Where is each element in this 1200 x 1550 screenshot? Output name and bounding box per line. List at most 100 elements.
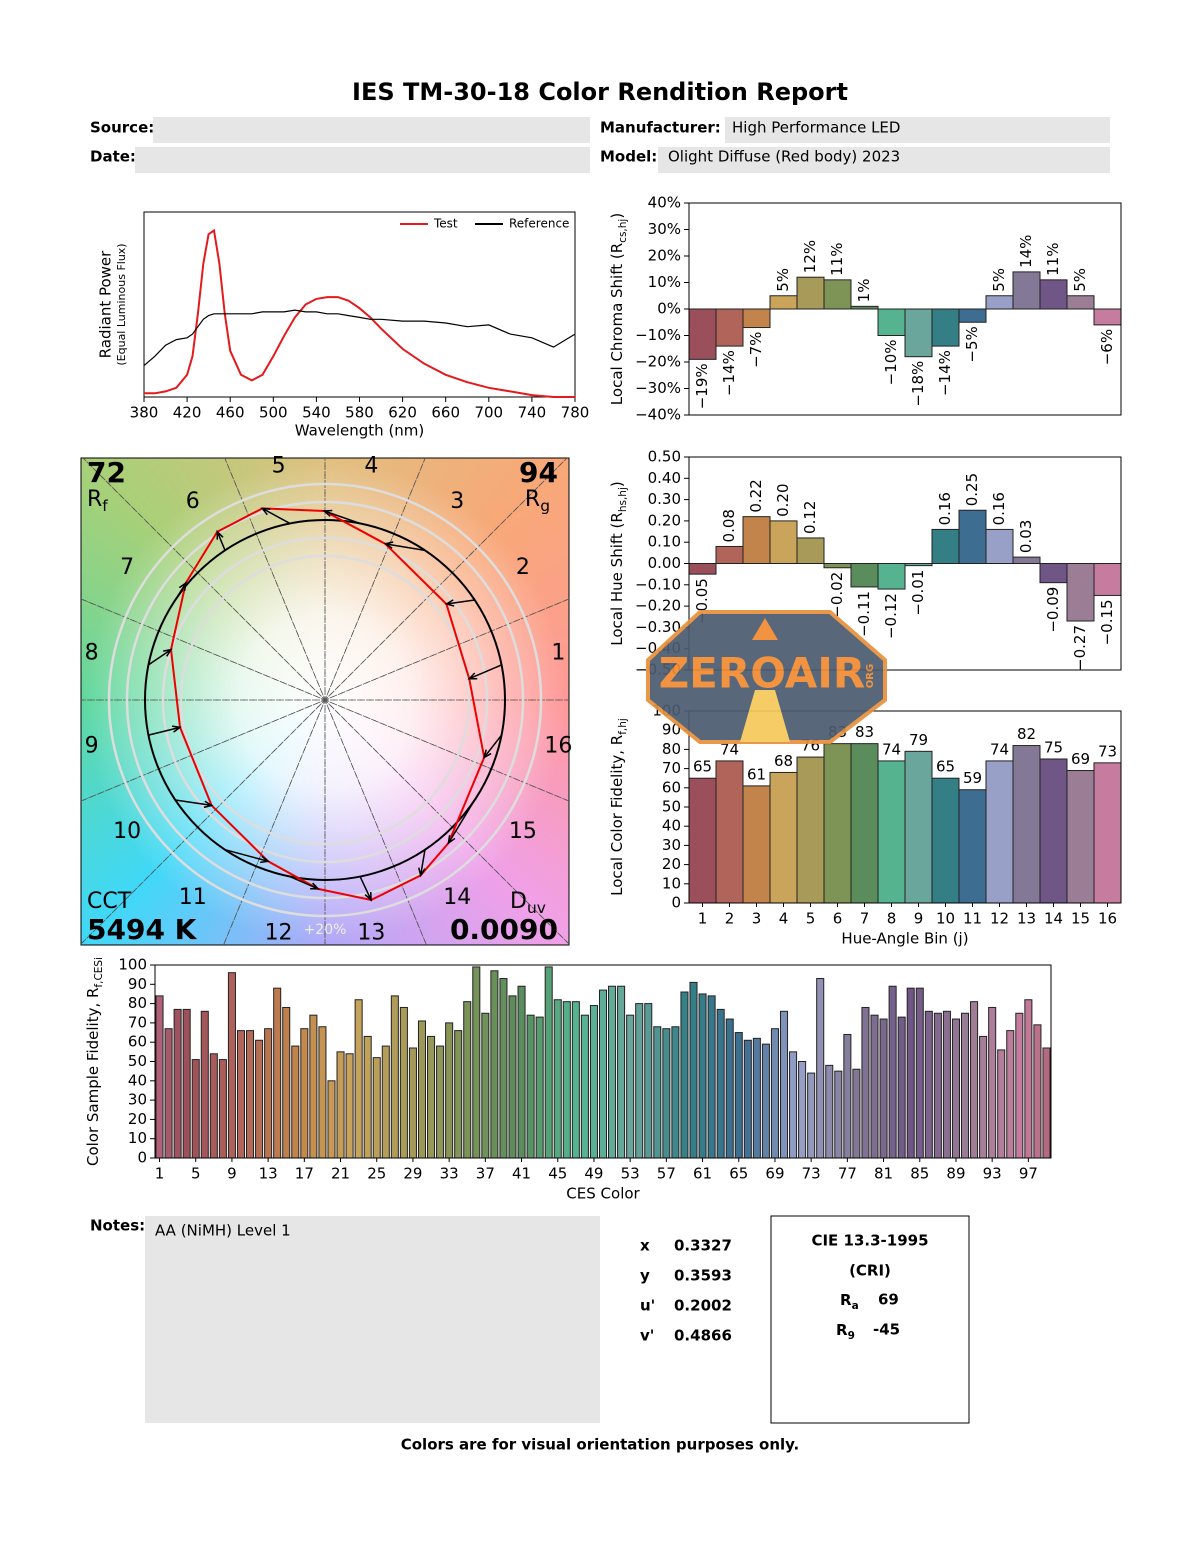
bar [769,295,798,310]
y-tick-label: 20% [648,247,681,265]
x-tick-label: 5 [806,910,816,928]
shift-arrow [383,541,426,552]
y-tick-label: 30 [128,1091,147,1109]
bar [904,750,933,904]
bar [742,785,771,904]
y-tick-label: −30% [635,379,681,397]
reference-circle [144,519,506,881]
bar [970,1001,979,1159]
bar [436,1045,445,1159]
bar [608,985,617,1159]
bar [931,308,960,347]
bar [688,308,717,360]
y-tick-label: −10% [635,326,681,344]
chromaticity-value: 0.3327 [674,1237,732,1255]
bar [770,1028,779,1159]
spectrum-line [144,228,575,398]
bar [933,1012,942,1159]
watermark-road [740,690,790,742]
value-label: 12% [801,240,819,273]
y-axis-label: Color Sample Fidelity, Rf,CESi [84,957,106,1166]
bar [635,1003,644,1159]
scale-circle [125,500,525,900]
y-axis-label: Local Color Fidelity, Rf,hj [608,718,630,896]
cri-r9-label-part: R [836,1321,848,1339]
y-tick-label: 50 [128,1052,147,1070]
bar [997,1049,1006,1159]
bar [796,537,825,565]
bar [490,970,499,1159]
x-tick-label: 45 [548,1165,567,1183]
bar [798,1061,807,1159]
bar [517,985,526,1159]
bar [834,1070,843,1159]
bin-boundary [81,598,569,802]
bin-boundary [81,598,569,802]
x-tick-label: 580 [345,404,374,422]
y-axis-label: Local Chroma Shift (Rcs,hj) [608,213,630,405]
bar [931,777,960,904]
bar [209,1053,218,1159]
bar [589,1005,598,1159]
bar [742,516,771,565]
bar [662,1028,671,1159]
y-tick-label: 100 [118,956,147,974]
bin-label: 8 [85,641,99,666]
x-tick-label: 49 [584,1165,603,1183]
bar [155,995,164,1159]
value-label: −5% [963,326,981,362]
manufacturer-field [725,117,1110,143]
value-label: 69 [1071,750,1090,768]
bar [282,1006,291,1159]
y-tick-label: 70 [128,1013,147,1031]
value-label: −7% [747,332,765,368]
bar [417,1020,427,1159]
y-tick-label: 30 [662,836,681,854]
bar [445,1022,454,1159]
bar [562,1001,571,1159]
bin-label: 1 [551,641,565,666]
bar [796,756,825,904]
bar [715,760,744,904]
bar [499,978,508,1159]
value-label: −6% [1098,329,1116,365]
bar [688,777,717,904]
bar [273,987,282,1159]
bar [988,1006,997,1159]
shift-arrow [289,875,320,890]
value-label: 0.08 [720,509,738,542]
shift-arrow [148,648,173,666]
bin-label: 16 [544,733,572,758]
bar [688,563,717,575]
y-axis-label: Local Hue Shift (Rhs,hj) [608,481,630,645]
bin-label: 6 [186,489,200,514]
x-tick-label: 660 [431,404,460,422]
bar [200,1010,209,1159]
bin-label: 4 [364,454,378,479]
bar [850,743,879,904]
bar [743,1039,752,1159]
value-label: −0.11 [855,591,873,637]
value-label: 68 [774,752,793,770]
x-tick-label: 37 [476,1165,495,1183]
bar [931,528,960,564]
x-tick-label: 780 [561,404,590,422]
bar [716,1008,725,1159]
bar [734,1032,743,1159]
scale-circle [107,482,543,918]
y-axis-label: Radiant Power [97,250,115,359]
x-tick-label: 65 [729,1165,748,1183]
x-tick-label: 620 [388,404,417,422]
x-tick-label: 11 [963,910,982,928]
bar [653,1026,662,1159]
x-tick-label: 73 [802,1165,821,1183]
rg-value: 94 [519,456,558,489]
x-tick-label: 3 [752,910,762,928]
x-tick-label: 89 [946,1165,965,1183]
shift-arrow [418,849,426,878]
y-axis-label-part: Color Sample Fidelity, R [84,988,102,1166]
value-label: −14% [936,350,954,396]
x-tick-label: 77 [838,1165,857,1183]
source-field [153,117,590,143]
bin-label: 9 [85,733,99,758]
